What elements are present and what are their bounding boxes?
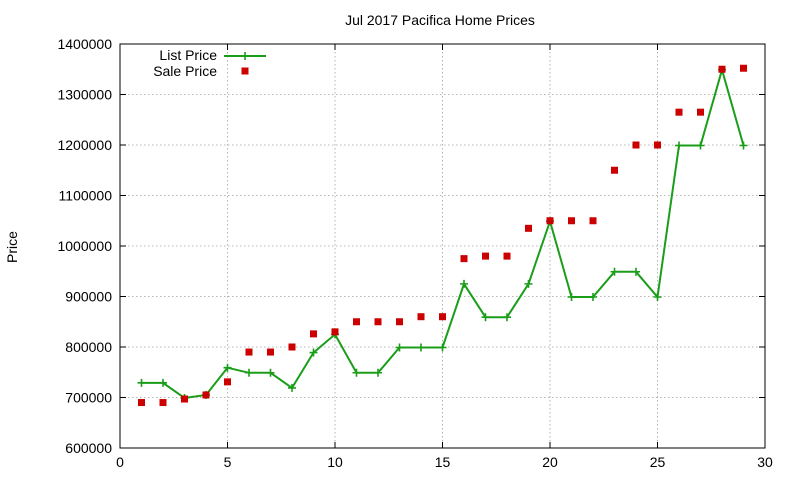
sale-price-point — [654, 141, 661, 149]
y-tick-label: 900000 — [65, 289, 112, 305]
legend-label-sale-price: Sale Price — [153, 63, 217, 79]
sale-price-point — [589, 217, 597, 225]
list-price-point — [159, 378, 167, 387]
y-tick-label: 600000 — [65, 440, 112, 456]
grid-lines — [120, 44, 765, 448]
sale-price-point — [718, 65, 726, 73]
list-price-point — [266, 368, 275, 377]
list-price-point — [417, 343, 425, 352]
sale-price-point — [675, 108, 683, 116]
sale-price-point — [482, 252, 489, 260]
sale-price-point — [159, 399, 167, 407]
y-tick-label: 1400000 — [57, 36, 112, 52]
sale-price-point — [740, 64, 747, 72]
sale-price-point — [439, 313, 446, 321]
legend-sale-price-marker — [241, 67, 249, 75]
x-tick-label: 10 — [327, 454, 343, 470]
sale-price-point — [525, 224, 532, 232]
sale-price-point — [331, 328, 339, 336]
x-tick-label: 0 — [116, 454, 124, 470]
sale-price-point — [245, 348, 253, 356]
sale-price-point — [396, 318, 403, 326]
list-price-point — [589, 293, 597, 302]
axis-ticks: 0 5 10 15 20 25 30 600000 700000 800000 900000 1000… — [57, 36, 773, 470]
chart-title: Jul 2017 Pacifica Home Prices — [345, 12, 535, 28]
data-series — [137, 64, 748, 407]
legend-list-price-marker — [241, 52, 249, 60]
plot-area-border — [119, 43, 766, 449]
list-price-point — [524, 279, 533, 288]
list-price-point — [481, 313, 490, 322]
sale-price-point — [374, 318, 382, 326]
y-tick-label: 1000000 — [57, 238, 112, 254]
list-price-point — [675, 141, 683, 150]
list-price-point — [438, 343, 447, 352]
sale-price-point — [224, 378, 231, 386]
x-tick-label: 5 — [224, 454, 232, 470]
y-tick-label: 700000 — [65, 390, 112, 406]
x-tick-label: 30 — [757, 454, 773, 470]
list-price-point — [352, 368, 361, 377]
x-tick-label: 15 — [435, 454, 451, 470]
sale-price-point — [353, 318, 360, 326]
sale-price-point — [138, 399, 145, 407]
sale-price-point — [417, 313, 425, 321]
list-price-point — [288, 383, 296, 392]
list-price-point — [374, 368, 382, 377]
sale-price-point — [310, 330, 317, 338]
sale-price-point — [503, 252, 511, 260]
x-tick-label: 20 — [542, 454, 558, 470]
list-price-point — [632, 267, 640, 276]
sale-price-point — [181, 395, 188, 403]
y-tick-label: 1300000 — [57, 87, 112, 103]
sale-price-point — [697, 108, 704, 116]
list-price-point — [309, 348, 318, 357]
sale-price-point — [611, 166, 618, 174]
list-price-point — [245, 368, 253, 377]
list-price-point — [137, 378, 146, 387]
list-price-point — [503, 313, 511, 322]
list-price-point — [610, 267, 619, 276]
sale-price-point — [288, 343, 296, 351]
list-price-point — [567, 293, 576, 302]
legend-label-list-price: List Price — [159, 47, 217, 63]
list-price-point — [653, 293, 662, 302]
y-axis-label: Price — [4, 231, 20, 263]
list-price-point — [395, 343, 404, 352]
list-price-point — [696, 141, 705, 150]
sale-price-point — [202, 391, 210, 399]
list-price-point — [460, 279, 468, 288]
y-tick-label: 1200000 — [57, 137, 112, 153]
sale-price-point — [267, 348, 274, 356]
y-tick-label: 1100000 — [59, 188, 113, 204]
x-tick-label: 25 — [650, 454, 666, 470]
y-tick-label: 800000 — [65, 339, 112, 355]
sale-price-point — [632, 141, 640, 149]
sale-price-point — [546, 217, 554, 225]
legend: List Price Sale Price — [153, 47, 266, 79]
sale-price-point — [460, 255, 468, 263]
sale-price-point — [568, 217, 575, 225]
list-price-point — [739, 141, 748, 150]
list-price-point — [223, 363, 232, 372]
